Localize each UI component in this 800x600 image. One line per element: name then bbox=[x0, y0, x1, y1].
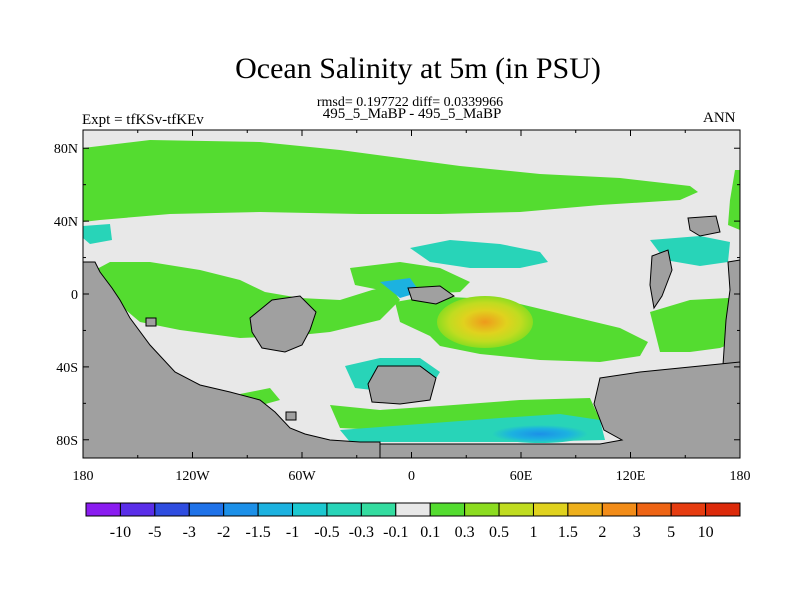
comparison-label: 495_5_MaBP - 495_5_MaBP bbox=[322, 106, 502, 122]
colorbar-label: 0.1 bbox=[420, 524, 440, 541]
anomaly-west-pacific bbox=[650, 298, 740, 352]
season-label: ANN bbox=[703, 110, 736, 126]
colorbar-swatch bbox=[395, 502, 431, 517]
chart-subtitle: rmsd= 0.197722 diff= 0.0339966 bbox=[316, 95, 504, 110]
x-tick-label: 60E bbox=[510, 469, 533, 484]
x-tick-label: 0 bbox=[408, 469, 415, 484]
anomaly-antarctic-blue bbox=[492, 425, 588, 443]
y-tick-label: 40N bbox=[54, 215, 78, 230]
x-tick-labels: 180 120W 60W 0 60E 120E 180 bbox=[73, 469, 751, 484]
colorbar-swatch bbox=[670, 502, 707, 517]
colorbar-swatch bbox=[636, 502, 672, 517]
anomaly-tropical-pacific bbox=[95, 262, 400, 338]
colorbar-label: -1 bbox=[286, 524, 299, 541]
y-tick-label: 0 bbox=[71, 288, 78, 303]
colorbar-swatch bbox=[85, 502, 121, 517]
colorbar-label: 2 bbox=[598, 524, 606, 541]
land-antarctica bbox=[379, 361, 740, 458]
colorbar-swatch bbox=[532, 502, 569, 517]
land-americas bbox=[83, 261, 381, 458]
colorbar-labels: -10 -5 -3 -2 -1.5 -1 -0.5 -0.3 -0.1 0.1 0.3 0.5 1 1.5… bbox=[110, 524, 714, 541]
anomaly-north-pacific bbox=[83, 140, 698, 222]
land-island-equator bbox=[407, 285, 456, 305]
land-island-north bbox=[687, 215, 721, 237]
x-tick-label: 120W bbox=[175, 469, 210, 484]
y-tick-labels: 80N 40N 0 40S 80S bbox=[54, 142, 78, 449]
y-tick-label: 80S bbox=[56, 434, 78, 449]
x-tick-label: 60W bbox=[288, 469, 316, 484]
colorbar-label: -5 bbox=[148, 524, 161, 541]
colorbar-swatch bbox=[188, 502, 225, 517]
colorbar-swatch bbox=[601, 502, 638, 517]
colorbar-swatch bbox=[292, 502, 328, 517]
colorbar-label: 0.5 bbox=[489, 524, 509, 541]
anomaly-gulf-patch bbox=[83, 224, 112, 244]
land-island-south bbox=[285, 411, 297, 421]
colorbar-label: -3 bbox=[183, 524, 196, 541]
colorbar-swatch bbox=[705, 502, 741, 517]
land-africa bbox=[249, 295, 317, 353]
map-field bbox=[83, 130, 740, 458]
anomaly-atlantic-tropics bbox=[410, 240, 548, 268]
colorbar-swatch bbox=[119, 502, 156, 517]
colorbar-label: -2 bbox=[217, 524, 230, 541]
colorbar-swatch bbox=[498, 502, 534, 517]
anomaly-south-atlantic-patch bbox=[240, 388, 280, 406]
colorbar-label: 1.5 bbox=[558, 524, 578, 541]
y-tick-label: 80N bbox=[54, 142, 78, 157]
colorbar-swatch bbox=[223, 502, 259, 517]
x-tick-label: 120E bbox=[616, 469, 646, 484]
experiment-label: Expt = tfKSv-tfKEv bbox=[82, 112, 204, 128]
y-tick-label: 40S bbox=[56, 361, 78, 376]
colorbar-label: -0.5 bbox=[314, 524, 339, 541]
colorbar-swatch bbox=[154, 502, 190, 517]
colorbar-label: 5 bbox=[667, 524, 675, 541]
colorbar-swatch bbox=[567, 502, 603, 517]
colorbar-label: 0.3 bbox=[455, 524, 475, 541]
colorbar-swatch bbox=[429, 502, 466, 517]
x-tick-label: 180 bbox=[730, 469, 751, 484]
axis-ticks bbox=[82, 130, 741, 458]
colorbar-swatch bbox=[464, 502, 500, 517]
colorbar-label: -0.3 bbox=[349, 524, 374, 541]
x-tick-label: 180 bbox=[73, 469, 94, 484]
colorbar-label: -1.5 bbox=[245, 524, 270, 541]
colorbar-swatch bbox=[257, 502, 294, 517]
colorbar-label: 1 bbox=[529, 524, 537, 541]
chart-title: Ocean Salinity at 5m (in PSU) bbox=[235, 52, 601, 85]
land-australia bbox=[367, 365, 437, 405]
colorbar bbox=[85, 502, 741, 517]
colorbar-swatch bbox=[326, 502, 362, 517]
land-europe-asia bbox=[649, 249, 673, 310]
colorbar-swatch bbox=[360, 502, 397, 517]
anomaly-arabian-sea-hotspot bbox=[437, 296, 533, 348]
colorbar-label: -0.1 bbox=[383, 524, 408, 541]
colorbar-label: 10 bbox=[698, 524, 714, 541]
land-island-small bbox=[145, 317, 157, 327]
colorbar-label: -10 bbox=[110, 524, 131, 541]
colorbar-label: 3 bbox=[633, 524, 641, 541]
